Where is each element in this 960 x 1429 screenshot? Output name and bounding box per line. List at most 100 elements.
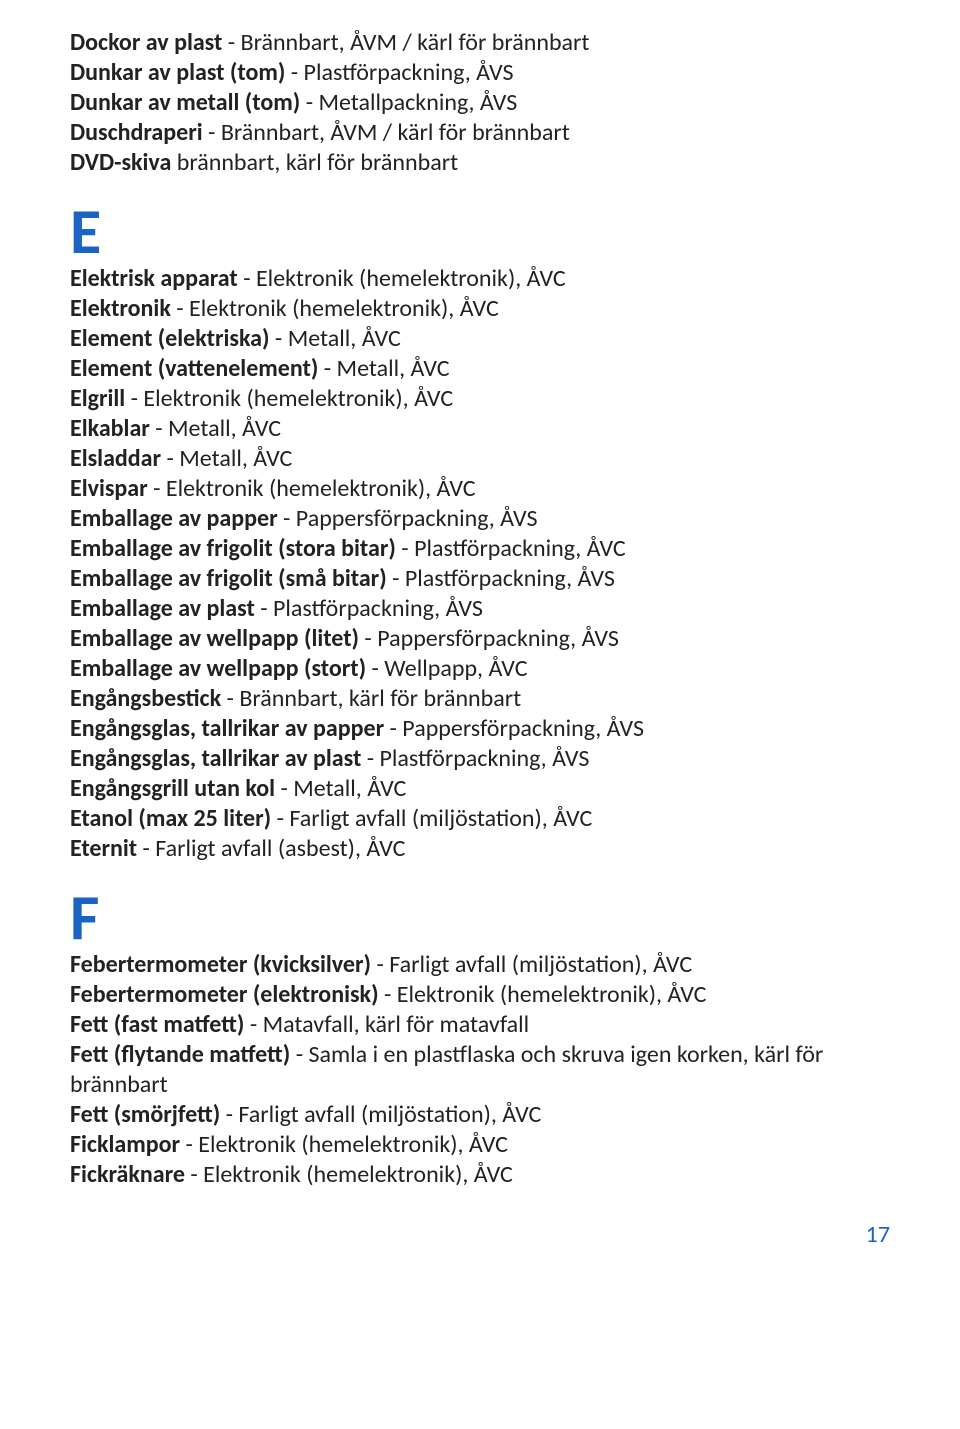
entry-term: Febertermometer (kvicksilver)	[70, 950, 371, 979]
entry-term: Emballage av papper	[70, 504, 278, 533]
list-item: Engångsbestick - Brännbart, kärl för brä…	[70, 684, 890, 714]
list-item: Etanol (max 25 liter) - Farligt avfall (…	[70, 804, 890, 834]
list-item: Engångsglas, tallrikar av plast - Plastf…	[70, 744, 890, 774]
list-item: Emballage av plast - Plastförpackning, Å…	[70, 594, 890, 624]
entry-desc: - Metall, ÅVC	[318, 354, 449, 383]
e-section-entries: Elektrisk apparat - Elektronik (hemelekt…	[70, 264, 890, 864]
entry-desc: - Matavfall, kärl för matavfall	[244, 1010, 529, 1039]
entry-term: Fett (flytande matfett)	[70, 1040, 290, 1069]
entry-desc: brännbart, kärl för brännbart	[171, 148, 458, 177]
list-item: Febertermometer (kvicksilver) - Farligt …	[70, 950, 890, 980]
entry-desc: - Metallpackning, ÅVS	[300, 88, 517, 117]
entry-term: Dunkar av plast (tom)	[70, 58, 285, 87]
f-section-entries: Febertermometer (kvicksilver) - Farligt …	[70, 950, 890, 1190]
entry-desc: - Metall, ÅVC	[150, 414, 281, 443]
entry-desc: - Metall, ÅVC	[161, 444, 292, 473]
entry-desc: - Brännbart, kärl för brännbart	[221, 684, 521, 713]
entry-term: Element (elektriska)	[70, 324, 270, 353]
entry-desc: - Pappersförpackning, ÅVS	[359, 624, 619, 653]
entry-term: Elvispar	[70, 474, 148, 503]
list-item: Elkablar - Metall, ÅVC	[70, 414, 890, 444]
entry-desc: - Metall, ÅVC	[275, 774, 406, 803]
list-item: Emballage av frigolit (stora bitar) - Pl…	[70, 534, 890, 564]
section-letter-f: F	[70, 886, 890, 950]
entry-term: Dockor av plast	[70, 28, 222, 57]
list-item: Elektrisk apparat - Elektronik (hemelekt…	[70, 264, 890, 294]
entry-desc: - Elektronik (hemelektronik), ÅVC	[238, 264, 566, 293]
entry-desc: - Elektronik (hemelektronik), ÅVC	[379, 980, 707, 1009]
list-item: Fett (smörjfett) - Farligt avfall (miljö…	[70, 1100, 890, 1130]
list-item: Fett (fast matfett) - Matavfall, kärl fö…	[70, 1010, 890, 1040]
entry-desc: - Elektronik (hemelektronik), ÅVC	[180, 1130, 508, 1159]
entry-term: Element (vattenelement)	[70, 354, 318, 383]
entry-desc: - Elektronik (hemelektronik), ÅVC	[171, 294, 499, 323]
list-item: Element (vattenelement) - Metall, ÅVC	[70, 354, 890, 384]
entry-term: Dunkar av metall (tom)	[70, 88, 300, 117]
entry-term: DVD-skiva	[70, 148, 171, 177]
entry-term: Fett (fast matfett)	[70, 1010, 244, 1039]
entry-term: Engångsglas, tallrikar av plast	[70, 744, 361, 773]
entry-term: Emballage av frigolit (stora bitar)	[70, 534, 396, 563]
entry-desc: - Farligt avfall (miljöstation), ÅVC	[371, 950, 692, 979]
list-item: Emballage av wellpapp (stort) - Wellpapp…	[70, 654, 890, 684]
entry-term: Emballage av frigolit (små bitar)	[70, 564, 387, 593]
entry-term: Emballage av plast	[70, 594, 255, 623]
list-item: Elgrill - Elektronik (hemelektronik), ÅV…	[70, 384, 890, 414]
entry-term: Engångsglas, tallrikar av papper	[70, 714, 384, 743]
entry-desc: - Elektronik (hemelektronik), ÅVC	[148, 474, 476, 503]
entry-desc: - Brännbart, ÅVM / kärl för brännbart	[222, 28, 589, 57]
entry-term: Elektrisk apparat	[70, 264, 238, 293]
entry-desc: - Plastförpackning, ÅVS	[285, 58, 513, 87]
list-item: Emballage av frigolit (små bitar) - Plas…	[70, 564, 890, 594]
entry-term: Emballage av wellpapp (stort)	[70, 654, 366, 683]
entry-term: Duschdraperi	[70, 118, 203, 147]
list-item: Elsladdar - Metall, ÅVC	[70, 444, 890, 474]
entry-term: Engångsgrill utan kol	[70, 774, 275, 803]
entry-term: Febertermometer (elektronisk)	[70, 980, 379, 1009]
entry-term: Elsladdar	[70, 444, 161, 473]
entry-desc: - Plastförpackning, ÅVS	[361, 744, 589, 773]
list-item: Fett (flytande matfett) - Samla i en pla…	[70, 1040, 890, 1100]
page-number: 17	[70, 1220, 890, 1250]
d-section-tail: Dockor av plast - Brännbart, ÅVM / kärl …	[70, 28, 890, 178]
entry-term: Emballage av wellpapp (litet)	[70, 624, 359, 653]
entry-term: Etanol (max 25 liter)	[70, 804, 271, 833]
list-item: Fickräknare - Elektronik (hemelektronik)…	[70, 1160, 890, 1190]
entry-desc: - Pappersförpackning, ÅVS	[278, 504, 538, 533]
entry-term: Fett (smörjfett)	[70, 1100, 220, 1129]
list-item: Febertermometer (elektronisk) - Elektron…	[70, 980, 890, 1010]
list-item: Element (elektriska) - Metall, ÅVC	[70, 324, 890, 354]
entry-desc: - Plastförpackning, ÅVS	[255, 594, 483, 623]
list-item: Elvispar - Elektronik (hemelektronik), Å…	[70, 474, 890, 504]
list-item: Emballage av papper - Pappersförpackning…	[70, 504, 890, 534]
list-item: Dunkar av metall (tom) - Metallpackning,…	[70, 88, 890, 118]
entry-desc: - Pappersförpackning, ÅVS	[384, 714, 644, 743]
entry-desc: - Elektronik (hemelektronik), ÅVC	[185, 1160, 513, 1189]
entry-term: Eternit	[70, 834, 137, 863]
list-item: Duschdraperi - Brännbart, ÅVM / kärl för…	[70, 118, 890, 148]
list-item: Eternit - Farligt avfall (asbest), ÅVC	[70, 834, 890, 864]
list-item: Dunkar av plast (tom) - Plastförpackning…	[70, 58, 890, 88]
list-item: Elektronik - Elektronik (hemelektronik),…	[70, 294, 890, 324]
entry-desc: - Brännbart, ÅVM / kärl för brännbart	[203, 118, 570, 147]
list-item: DVD-skiva brännbart, kärl för brännbart	[70, 148, 890, 178]
entry-desc: - Metall, ÅVC	[270, 324, 401, 353]
entry-term: Fickräknare	[70, 1160, 185, 1189]
entry-desc: - Farligt avfall (miljöstation), ÅVC	[220, 1100, 541, 1129]
list-item: Dockor av plast - Brännbart, ÅVM / kärl …	[70, 28, 890, 58]
list-item: Emballage av wellpapp (litet) - Pappersf…	[70, 624, 890, 654]
entry-desc: - Farligt avfall (miljöstation), ÅVC	[271, 804, 592, 833]
entry-term: Elgrill	[70, 384, 125, 413]
entry-desc: - Plastförpackning, ÅVS	[387, 564, 615, 593]
entry-term: Ficklampor	[70, 1130, 180, 1159]
entry-term: Engångsbestick	[70, 684, 221, 713]
section-letter-e: E	[70, 200, 890, 264]
entry-desc: - Elektronik (hemelektronik), ÅVC	[125, 384, 453, 413]
list-item: Engångsglas, tallrikar av papper - Pappe…	[70, 714, 890, 744]
entry-term: Elektronik	[70, 294, 171, 323]
entry-desc: - Plastförpackning, ÅVC	[396, 534, 626, 563]
list-item: Ficklampor - Elektronik (hemelektronik),…	[70, 1130, 890, 1160]
entry-desc: - Farligt avfall (asbest), ÅVC	[137, 834, 405, 863]
list-item: Engångsgrill utan kol - Metall, ÅVC	[70, 774, 890, 804]
entry-desc: - Wellpapp, ÅVC	[366, 654, 527, 683]
